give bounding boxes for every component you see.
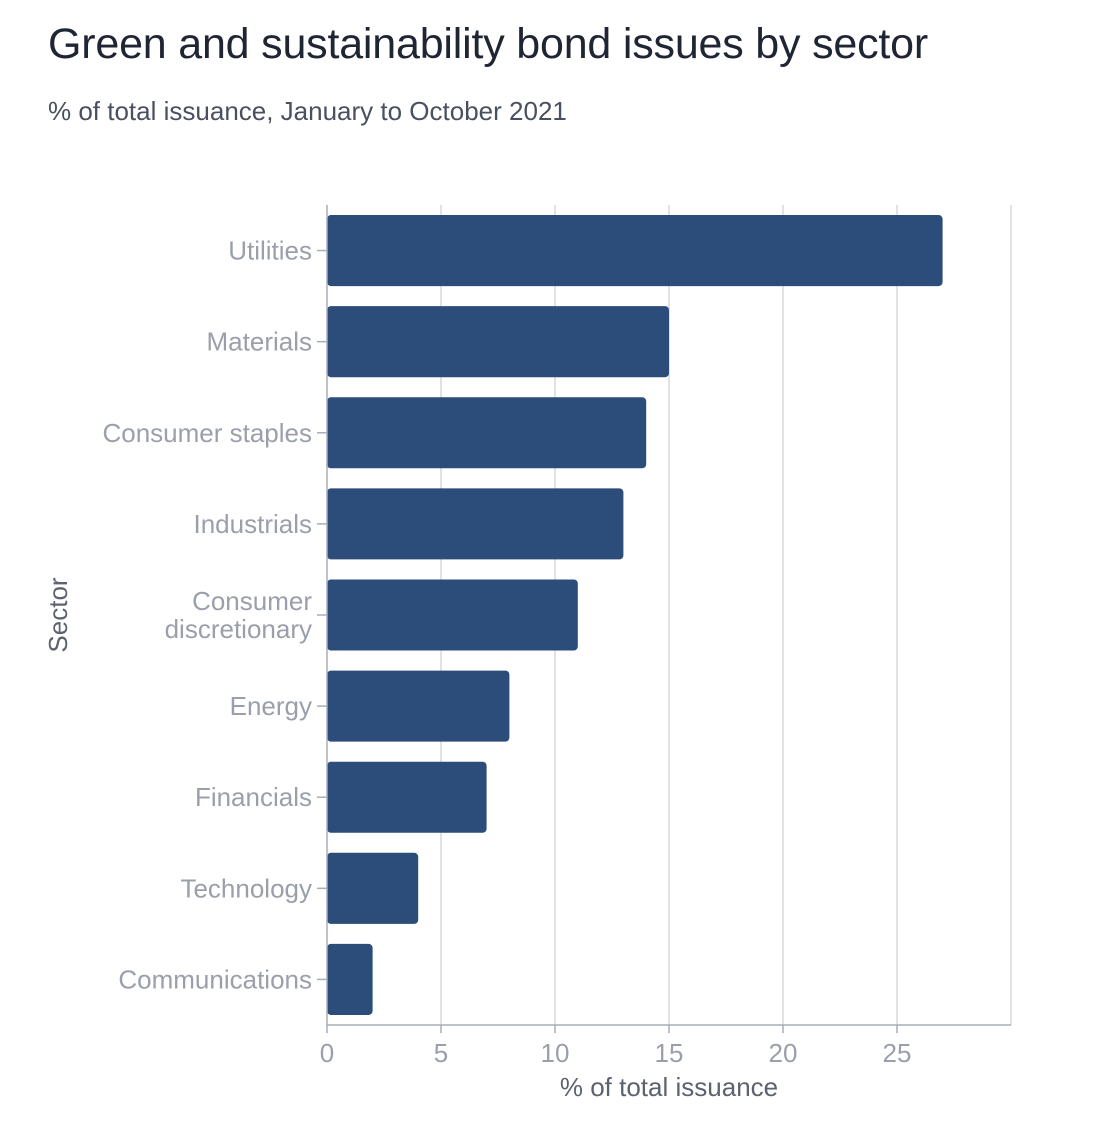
- x-tick-label: 20: [769, 1038, 798, 1068]
- bar-technology: [327, 852, 419, 924]
- bars: [327, 215, 943, 1015]
- category-label: Consumer staples: [102, 418, 312, 448]
- category-label: Energy: [230, 691, 312, 721]
- x-tick-label: 15: [655, 1038, 684, 1068]
- category-label: Materials: [207, 327, 312, 357]
- bar-communications: [327, 943, 373, 1015]
- chart-subtitle: % of total issuance, January to October …: [48, 96, 567, 126]
- axes: [317, 205, 1011, 1033]
- category-label: Industrials: [194, 509, 313, 539]
- x-tick-label: 10: [541, 1038, 570, 1068]
- category-label: Utilities: [228, 236, 312, 266]
- bar-utilities: [327, 215, 943, 287]
- category-label: discretionary: [165, 614, 312, 644]
- bar-materials: [327, 306, 669, 378]
- labels: 0 5 10 15 20 25 Utilities Materials Consumer sta…: [43, 236, 911, 1102]
- x-tick-label: 5: [434, 1038, 448, 1068]
- chart-title: Green and sustainability bond issues by …: [48, 20, 928, 68]
- x-tick-label: 0: [320, 1038, 334, 1068]
- y-axis-title: Sector: [43, 577, 73, 652]
- bar-consumer-discretionary: [327, 579, 578, 651]
- bar-energy: [327, 670, 510, 742]
- category-label: Financials: [195, 782, 312, 812]
- category-label: Consumer: [192, 586, 312, 616]
- x-axis-title: % of total issuance: [560, 1072, 778, 1102]
- bar-financials: [327, 761, 487, 833]
- category-label: Technology: [180, 873, 312, 903]
- bar-consumer-staples: [327, 397, 647, 469]
- bar-industrials: [327, 488, 624, 560]
- x-tick-label: 25: [883, 1038, 912, 1068]
- category-label: Communications: [118, 964, 312, 994]
